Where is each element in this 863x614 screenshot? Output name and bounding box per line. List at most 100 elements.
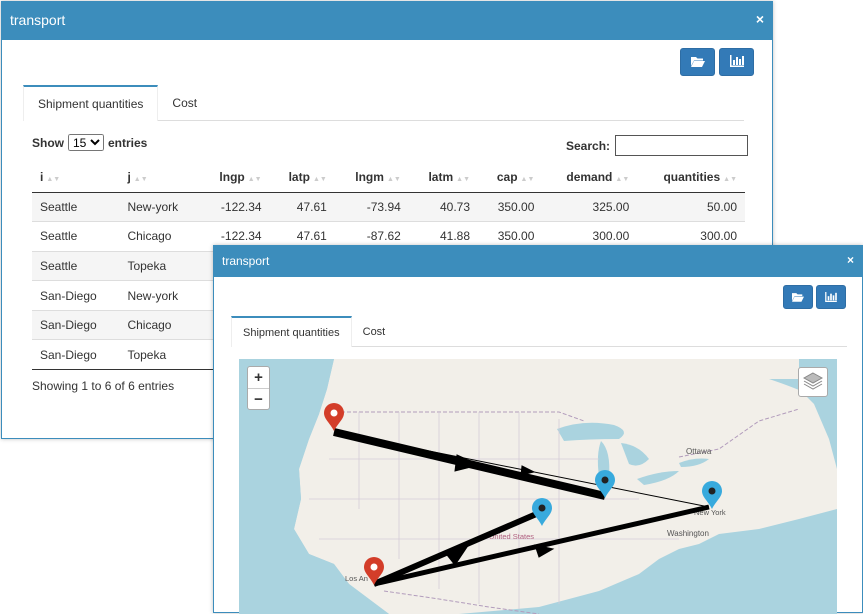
tab-shipment-quantities[interactable]: Shipment quantities <box>23 85 159 121</box>
us-label: United States <box>489 532 534 541</box>
lake-superior <box>557 422 624 441</box>
table-cell: New-york <box>119 191 200 222</box>
marker-seattle-producer <box>324 403 344 431</box>
column-header[interactable]: i ▲▼ <box>32 162 120 193</box>
lake-ontario <box>679 458 709 467</box>
table-cell: San-Diego <box>32 339 120 371</box>
marker-sandiego-producer <box>364 557 384 585</box>
zoom-out-button[interactable]: − <box>248 388 269 409</box>
show-label: Show <box>32 135 64 150</box>
column-header-label: i <box>40 169 44 184</box>
zoom-in-button[interactable]: + <box>254 369 263 386</box>
us-canada-border-east <box>678 408 800 458</box>
table-cell: 350.00 <box>478 191 543 222</box>
chart-button[interactable] <box>816 285 846 309</box>
open-file-button[interactable] <box>680 48 715 76</box>
table-cell: 40.73 <box>408 191 478 222</box>
folder-open-icon <box>792 290 804 305</box>
marker-newyork-market <box>702 481 722 509</box>
close-icon[interactable]: × <box>846 253 854 267</box>
column-header[interactable]: latm ▲▼ <box>408 162 478 193</box>
lake-erie <box>637 471 679 485</box>
ottawa-label: Ottawa <box>686 447 712 456</box>
sort-icon: ▲▼ <box>456 175 470 183</box>
leaflet-map[interactable]: Ottawa New York Washington United States… <box>239 359 837 614</box>
us-canada-border <box>329 411 585 422</box>
sort-icon: ▲▼ <box>615 175 630 183</box>
table-cell: 50.00 <box>637 191 745 222</box>
entries-label: entries <box>108 135 148 150</box>
us-mexico-border <box>383 590 540 614</box>
column-header[interactable]: demand ▲▼ <box>542 162 638 193</box>
route-sandiego-newyork <box>373 504 710 587</box>
bar-chart-icon <box>729 54 744 70</box>
tab-shipment-quantities[interactable]: Shipment quantities <box>231 316 352 347</box>
la-label: Los An <box>345 574 368 583</box>
lake-huron <box>621 443 649 466</box>
column-header[interactable]: quantities ▲▼ <box>637 162 745 193</box>
column-header[interactable]: lngp ▲▼ <box>199 162 270 193</box>
column-header[interactable]: j ▲▼ <box>119 162 200 193</box>
sort-icon: ▲▼ <box>520 175 535 183</box>
table-cell: Topeka <box>119 250 200 281</box>
close-icon[interactable]: × <box>755 11 764 27</box>
zoom-control: + − <box>247 366 270 410</box>
tab-cost[interactable]: Cost <box>172 96 198 110</box>
marker-topeka-market <box>532 498 552 526</box>
table-cell: 325.00 <box>542 191 638 222</box>
route-arrow <box>534 544 555 558</box>
page-length-select[interactable]: 15 <box>68 134 104 151</box>
table-cell: Chicago <box>119 221 200 252</box>
sort-icon: ▲▼ <box>723 175 737 183</box>
table-row[interactable]: Seattle New-york -122.34 47.61 -73.94 40.73 35… <box>32 191 745 222</box>
column-header-label: latp <box>288 169 310 184</box>
column-header-label: lngp <box>219 169 245 184</box>
window-title: transport <box>10 12 66 28</box>
table-cell: San-Diego <box>32 309 120 340</box>
table-info: Showing 1 to 6 of 6 entries <box>32 379 175 393</box>
route-arrow <box>454 454 481 472</box>
open-file-button[interactable] <box>783 285 813 309</box>
sort-icon: ▲▼ <box>312 175 327 183</box>
search-input[interactable] <box>615 135 749 156</box>
column-header-label: demand <box>566 169 613 184</box>
table-cell: Chicago <box>119 309 200 340</box>
window-title: transport <box>222 254 270 268</box>
sort-icon: ▲▼ <box>247 175 262 183</box>
newyork-label: New York <box>694 508 726 517</box>
route-arrow <box>520 465 536 476</box>
marker-chicago-market <box>595 470 615 498</box>
column-header[interactable]: latp ▲▼ <box>269 162 335 193</box>
column-header[interactable]: cap ▲▼ <box>478 162 543 193</box>
table-cell: Topeka <box>119 339 200 371</box>
table-cell: Seattle <box>32 221 120 252</box>
column-header-label: latm <box>428 169 454 184</box>
column-header-label: j <box>127 169 131 184</box>
layers-button[interactable] <box>798 367 828 397</box>
sort-icon: ▲▼ <box>46 175 61 183</box>
table-cell: 47.61 <box>269 191 335 222</box>
table-cell: Seattle <box>32 191 120 222</box>
chart-button[interactable] <box>719 48 754 76</box>
map-canvas: Ottawa New York Washington United States… <box>239 359 837 614</box>
sort-icon: ▲▼ <box>133 175 148 183</box>
transport-window-front: transport × Shipment quantities Cost <box>213 245 863 614</box>
layers-icon <box>802 371 824 393</box>
column-header-label: lngm <box>355 169 384 184</box>
page-length-control: Show 15 entries <box>32 134 147 151</box>
table-cell: New-york <box>119 280 200 311</box>
table-cell: -122.34 <box>199 191 270 222</box>
table-search: Search: <box>566 135 749 156</box>
window-titlebar[interactable]: transport × <box>2 2 772 40</box>
tab-cost[interactable]: Cost <box>362 325 386 338</box>
route-arrow <box>446 545 469 566</box>
table-cell: Seattle <box>32 250 120 281</box>
table-cell: San-Diego <box>32 280 120 311</box>
column-header[interactable]: lngm ▲▼ <box>334 162 409 193</box>
route-sandiego-topeka <box>372 509 543 587</box>
washington-label: Washington <box>667 529 709 538</box>
window-titlebar[interactable]: transport × <box>214 246 862 277</box>
pacific-coast-water <box>239 359 389 614</box>
folder-open-icon <box>690 55 705 70</box>
search-label: Search: <box>566 138 611 153</box>
